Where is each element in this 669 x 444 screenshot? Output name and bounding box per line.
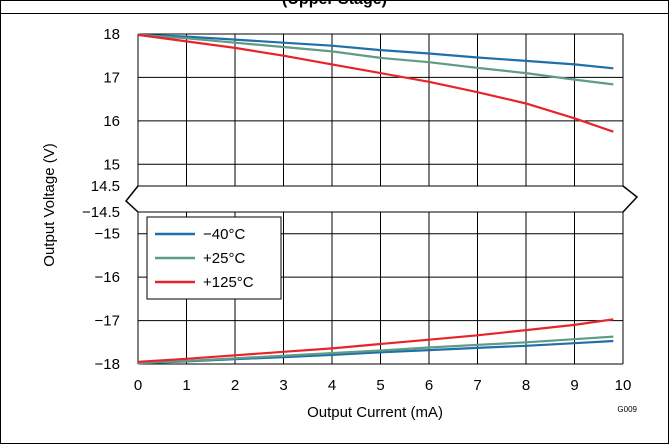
series-line-upper [137,33,614,133]
series-line-upper [137,33,614,86]
axis-break-right [622,185,639,213]
x-tick-label: 6 [425,377,433,394]
y-tick-label-lower: −16 [95,269,120,286]
x-tick-label: 2 [231,377,239,394]
y-tick-label-lower: −17 [95,313,120,330]
y-tick-label-lower: −18 [95,356,120,373]
chart-title: (Upper Stage) [0,0,669,10]
y-tick-label-upper: 18 [103,26,120,43]
tick-labels: 0 1 2 3 4 5 6 7 8 9 10 18 17 16 15 14.5 −14.5 −15 −16 −17 −1… [82,26,631,394]
legend-label: −40°C [203,226,245,243]
figure-code: G009 [617,405,637,414]
x-tick-label: 9 [570,377,578,394]
x-tick-label: 7 [473,377,481,394]
y-axis-label: Output Voltage (V) [41,143,58,266]
series-line-lower [137,335,614,365]
series-lines [137,33,614,365]
series-line-upper [137,33,614,70]
x-tick-label: 1 [182,377,190,394]
series-line-lower [137,318,614,363]
y-tick-label-upper: 15 [103,156,120,173]
y-tick-label-upper: 16 [103,113,120,130]
x-tick-label: 10 [615,377,632,394]
axis-break-left [124,185,139,213]
y-tick-label-upper: 17 [103,69,120,86]
x-tick-label: 0 [134,377,142,394]
y-tick-label-upper: 14.5 [91,178,120,195]
x-tick-label: 3 [279,377,287,394]
chart-title-area: (Upper Stage) [0,0,669,14]
x-tick-label: 4 [328,377,336,394]
grid [137,33,624,365]
title-divider [0,13,669,14]
legend: −40°C +25°C +125°C [146,216,282,300]
legend-label: +125°C [203,274,254,291]
x-axis-label: Output Current (mA) [307,404,443,421]
x-tick-label: 8 [522,377,530,394]
y-tick-label-lower: −15 [95,226,120,243]
x-tick-label: 5 [376,377,384,394]
legend-label: +25°C [203,250,245,267]
axis-break [124,185,639,213]
y-tick-label-lower: −14.5 [82,204,120,221]
